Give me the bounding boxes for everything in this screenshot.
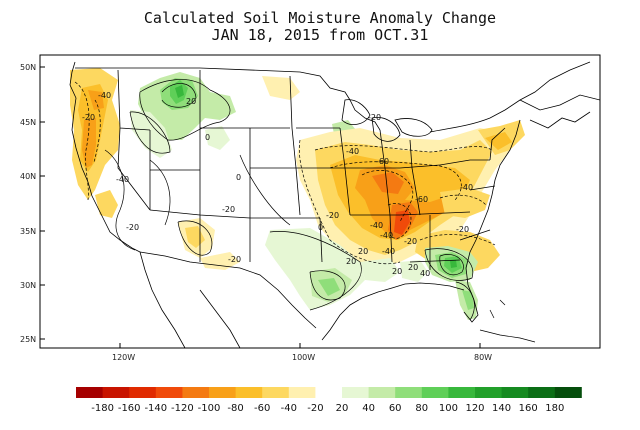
lat-label: 45N	[20, 118, 36, 127]
contour-label: -40	[382, 247, 395, 256]
contour-label: -40	[380, 231, 393, 240]
map-title: Calculated Soil Moisture Anomaly Change	[143, 9, 497, 27]
legend-label: -120	[171, 403, 194, 414]
contour-label: -60	[415, 195, 428, 204]
anomaly-fill	[462, 290, 474, 310]
legend-swatch	[448, 387, 476, 398]
legend-label: -180	[91, 403, 114, 414]
legend-swatch	[395, 387, 423, 398]
anomaly-fill	[485, 132, 512, 150]
anomaly-fill	[175, 85, 184, 98]
legend-label: 160	[518, 403, 538, 414]
lat-label: 50N	[20, 63, 36, 72]
legend-label: -80	[227, 403, 244, 414]
anomaly-fill	[318, 278, 340, 296]
legend-label: 120	[465, 403, 485, 414]
legend-swatch	[129, 387, 157, 398]
contour-label: 0	[205, 133, 210, 142]
contour-label: -20	[126, 223, 139, 232]
lat-label: 25N	[20, 335, 36, 344]
legend-swatch	[475, 387, 502, 398]
legend-swatch	[76, 387, 103, 398]
anomaly-fill	[400, 260, 428, 282]
contour-label: 20	[358, 247, 368, 256]
contour-label: -40	[116, 175, 129, 184]
anomaly-fill	[205, 126, 230, 150]
anomaly-fill	[450, 260, 457, 268]
anomaly-fill	[130, 110, 172, 158]
legend-swatch	[209, 387, 236, 398]
contour-label: 20	[346, 257, 356, 266]
legend-swatch	[262, 387, 290, 398]
lon-label: 120W	[112, 353, 135, 362]
legend-label: -160	[117, 403, 141, 414]
contour-label: -20	[456, 225, 469, 234]
legend-label: -100	[197, 403, 221, 414]
legend-label: 100	[438, 403, 458, 414]
legend-label: 40	[362, 403, 375, 414]
lon-label: 100W	[292, 353, 315, 362]
contour-label: -40	[346, 147, 359, 156]
legend-color-bar	[76, 387, 582, 398]
legend-swatch	[554, 387, 582, 398]
legend-label: 60	[388, 403, 402, 414]
contour-label: 20	[408, 263, 418, 272]
anomaly-fill	[394, 210, 410, 235]
contour-label: 0	[236, 173, 241, 182]
legend-swatch	[342, 387, 369, 398]
lat-label: 35N	[20, 227, 36, 236]
legend-swatch	[368, 387, 396, 398]
contour-label: -40	[98, 91, 111, 100]
contour-label: -20	[368, 113, 381, 122]
anomaly-fill	[200, 252, 240, 270]
legend-label: 180	[545, 403, 565, 414]
legend-swatch	[288, 387, 316, 398]
contour-label: -20	[228, 255, 241, 264]
legend-label: -140	[144, 403, 168, 414]
contour-label: -20	[222, 205, 235, 214]
legend-swatch	[155, 387, 183, 398]
anomaly-fill	[95, 190, 118, 218]
contour-label: -20	[404, 237, 417, 246]
anomaly-fill	[372, 172, 404, 194]
contour-label: 40	[420, 269, 430, 278]
legend-swatch	[102, 387, 130, 398]
map-subtitle: JAN 18, 2015 from OCT.31	[211, 26, 429, 44]
lat-label: 40N	[20, 172, 36, 181]
legend-swatch	[182, 387, 210, 398]
contour-label: -60	[376, 157, 389, 166]
anomaly-fill	[88, 90, 104, 110]
legend-label: 140	[492, 403, 512, 414]
contour-label: 0	[318, 223, 323, 232]
legend-swatch	[421, 387, 449, 398]
legend-swatch	[315, 387, 343, 398]
lat-axis	[40, 66, 481, 348]
contour-label: 20	[392, 267, 402, 276]
legend-label: -40	[280, 403, 297, 414]
legend-label: 20	[335, 403, 349, 414]
contour-label: 20	[186, 97, 196, 106]
lon-label: 80W	[474, 353, 492, 362]
lat-label: 30N	[20, 281, 36, 290]
contour-label: -40	[370, 221, 383, 230]
legend-swatch	[528, 387, 556, 398]
legend-label: -60	[254, 403, 271, 414]
legend-label: 80	[415, 403, 429, 414]
contour-label: -20	[82, 113, 95, 122]
contour-label: -20	[326, 211, 339, 220]
legend-swatch	[235, 387, 263, 398]
legend-label: -20	[307, 403, 324, 414]
legend-swatch	[501, 387, 529, 398]
contour-label: -40	[460, 183, 473, 192]
